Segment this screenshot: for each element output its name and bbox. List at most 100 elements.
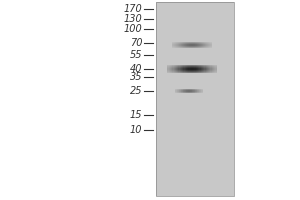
Bar <box>207 68 208 69</box>
Bar <box>177 68 178 69</box>
Bar <box>197 65 198 66</box>
Bar <box>181 65 182 66</box>
Bar <box>183 70 184 71</box>
Bar <box>184 67 186 68</box>
Bar <box>203 72 204 73</box>
Bar <box>208 70 209 71</box>
Bar <box>178 68 180 69</box>
Bar <box>196 69 197 70</box>
Bar <box>190 71 191 72</box>
Bar <box>213 68 214 69</box>
Bar <box>204 66 206 67</box>
Bar <box>182 68 183 69</box>
Bar <box>178 70 180 71</box>
Bar <box>193 72 194 73</box>
Bar <box>213 67 214 68</box>
Bar <box>178 72 180 73</box>
Bar <box>197 66 198 67</box>
Bar <box>180 68 181 69</box>
Bar <box>197 72 198 73</box>
Bar <box>174 66 175 67</box>
Bar <box>178 66 180 67</box>
Bar <box>202 72 203 73</box>
Bar <box>212 66 213 67</box>
Bar <box>176 70 177 71</box>
Bar <box>171 66 172 67</box>
Bar <box>181 70 182 71</box>
Bar <box>180 70 181 71</box>
Bar <box>200 72 201 73</box>
Bar <box>207 70 208 71</box>
Bar <box>204 67 206 68</box>
Bar <box>206 67 207 68</box>
Bar <box>172 69 173 70</box>
Bar <box>207 66 208 67</box>
Bar <box>215 68 217 69</box>
Bar <box>170 65 171 66</box>
Bar <box>197 69 198 70</box>
Bar <box>169 67 170 68</box>
Bar <box>170 67 171 68</box>
Bar <box>167 70 169 71</box>
Bar <box>186 65 187 66</box>
Bar <box>193 65 194 66</box>
Bar <box>190 66 191 67</box>
Bar <box>175 71 176 72</box>
Bar <box>183 67 184 68</box>
Bar <box>196 72 197 73</box>
Bar <box>192 68 193 69</box>
Bar <box>207 69 208 70</box>
Bar <box>176 65 177 66</box>
Bar <box>200 66 201 67</box>
Bar <box>178 71 180 72</box>
Bar <box>175 68 176 69</box>
Bar <box>213 71 214 72</box>
FancyBboxPatch shape <box>156 2 234 196</box>
Bar <box>192 71 193 72</box>
Bar <box>198 68 200 69</box>
Bar <box>183 66 184 67</box>
Bar <box>214 69 215 70</box>
Bar <box>209 67 210 68</box>
Bar <box>190 70 191 71</box>
Bar <box>191 70 192 71</box>
Bar <box>192 67 193 68</box>
Bar <box>175 72 176 73</box>
Bar <box>177 70 178 71</box>
Bar <box>176 69 177 70</box>
Bar <box>175 65 176 66</box>
Bar <box>198 65 200 66</box>
Bar <box>196 66 197 67</box>
Bar <box>183 69 184 70</box>
Bar <box>213 65 214 66</box>
Bar <box>196 71 197 72</box>
Bar <box>176 68 177 69</box>
Bar <box>207 71 208 72</box>
Text: 55: 55 <box>130 50 142 60</box>
Bar <box>172 67 173 68</box>
Bar <box>215 67 217 68</box>
Bar <box>180 69 181 70</box>
Text: 170: 170 <box>124 4 142 14</box>
Bar <box>184 69 186 70</box>
Bar <box>187 68 188 69</box>
Bar <box>203 69 204 70</box>
Text: 70: 70 <box>130 38 142 48</box>
Bar <box>201 65 202 66</box>
Bar <box>202 70 203 71</box>
Bar <box>214 71 215 72</box>
Bar <box>213 66 214 67</box>
Bar <box>178 69 180 70</box>
Bar <box>174 72 175 73</box>
Bar <box>188 69 190 70</box>
Bar <box>167 68 169 69</box>
Bar <box>170 71 171 72</box>
Bar <box>211 71 212 72</box>
Bar <box>175 69 176 70</box>
Bar <box>211 69 212 70</box>
Text: 15: 15 <box>130 110 142 120</box>
Bar <box>204 65 206 66</box>
Bar <box>211 67 212 68</box>
Bar <box>178 67 180 68</box>
Bar <box>172 70 173 71</box>
